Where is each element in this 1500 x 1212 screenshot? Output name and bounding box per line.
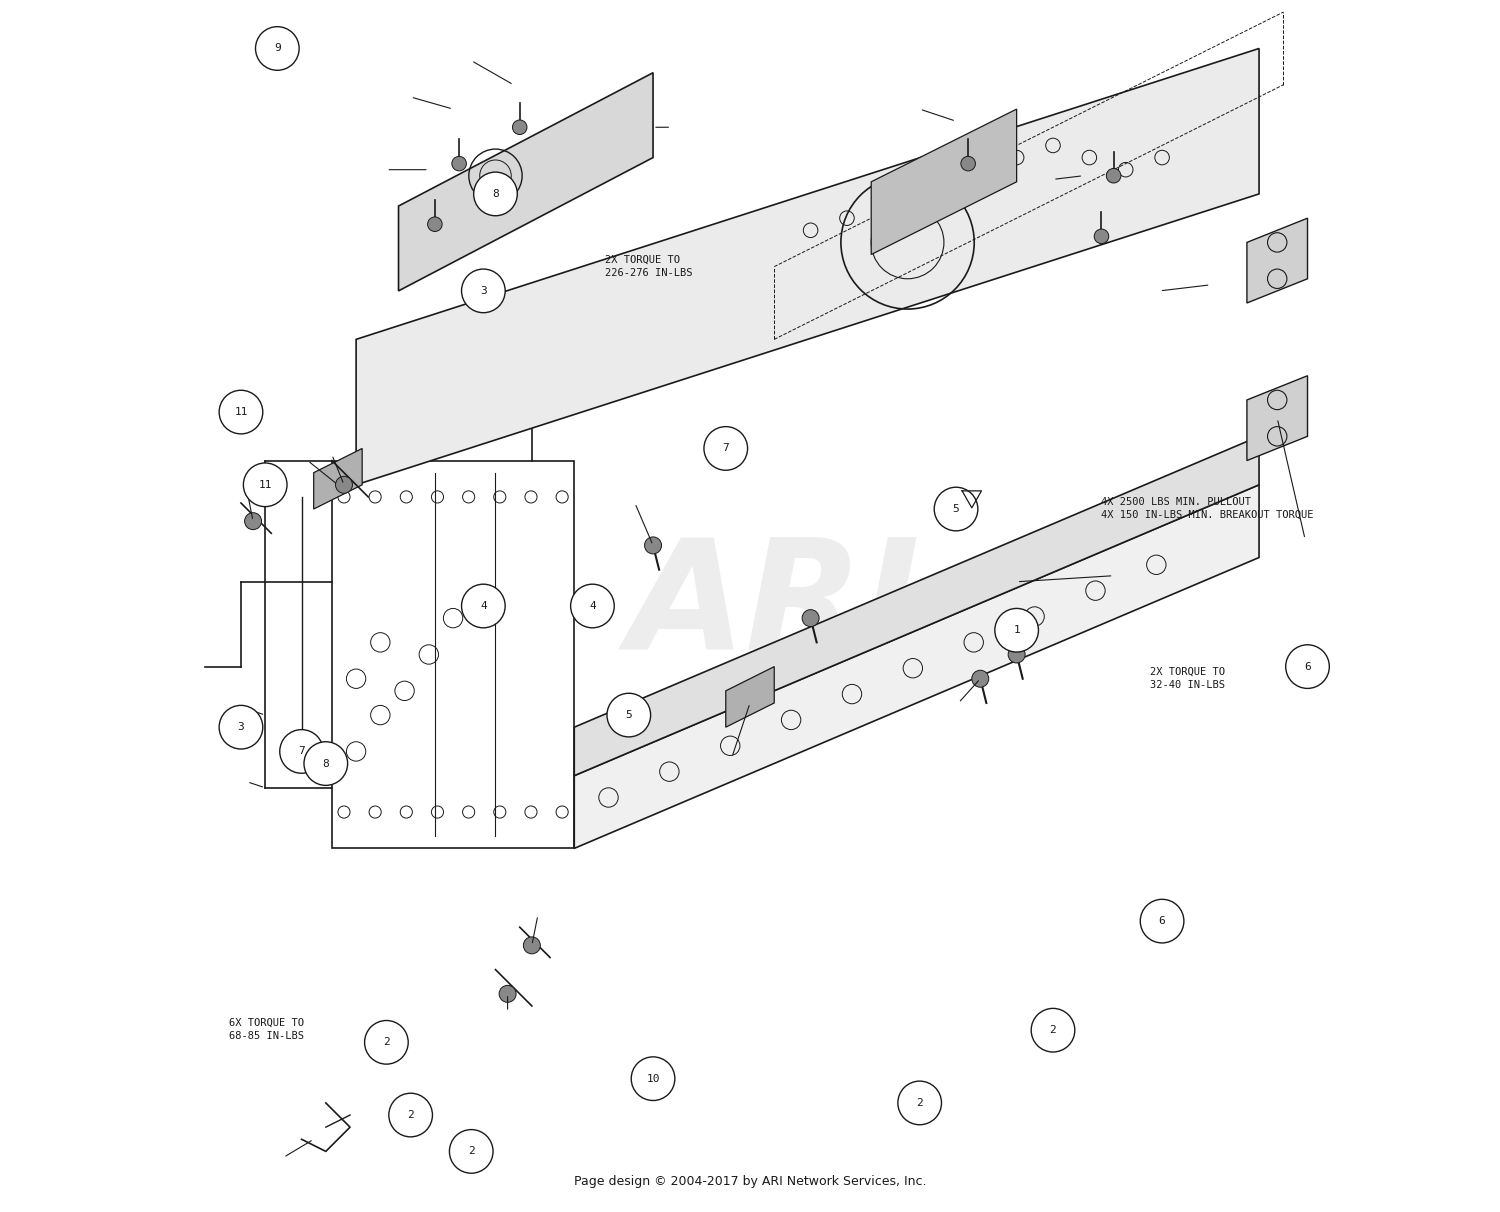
Circle shape	[898, 1081, 942, 1125]
Circle shape	[994, 608, 1038, 652]
Circle shape	[962, 156, 975, 171]
Text: 9: 9	[274, 44, 280, 53]
Text: 5: 5	[626, 710, 632, 720]
Circle shape	[219, 705, 262, 749]
Polygon shape	[1246, 376, 1308, 461]
Circle shape	[1107, 168, 1120, 183]
Text: 8: 8	[322, 759, 328, 768]
Circle shape	[243, 463, 286, 507]
Text: 7: 7	[298, 747, 304, 756]
Circle shape	[704, 427, 747, 470]
Text: 3: 3	[480, 286, 486, 296]
Circle shape	[1030, 1008, 1075, 1052]
Polygon shape	[871, 109, 1017, 255]
Circle shape	[1286, 645, 1329, 688]
Text: 2: 2	[1050, 1025, 1056, 1035]
Text: 1: 1	[1014, 625, 1020, 635]
Circle shape	[364, 1021, 408, 1064]
Circle shape	[255, 27, 298, 70]
Text: 10: 10	[646, 1074, 660, 1084]
Circle shape	[388, 1093, 432, 1137]
Circle shape	[304, 742, 348, 785]
Text: 2: 2	[916, 1098, 922, 1108]
Polygon shape	[574, 485, 1258, 848]
Circle shape	[934, 487, 978, 531]
Text: 2: 2	[382, 1037, 390, 1047]
Circle shape	[513, 120, 526, 135]
Circle shape	[802, 610, 819, 627]
Text: 4: 4	[590, 601, 596, 611]
Polygon shape	[399, 73, 652, 291]
Text: ARI: ARI	[628, 532, 921, 680]
Text: 2X TORQUE TO
226-276 IN-LBS: 2X TORQUE TO 226-276 IN-LBS	[604, 255, 692, 278]
Polygon shape	[1246, 218, 1308, 303]
Text: 11: 11	[258, 480, 272, 490]
Circle shape	[474, 172, 518, 216]
Circle shape	[462, 584, 506, 628]
Circle shape	[645, 537, 662, 554]
Text: 11: 11	[234, 407, 248, 417]
Text: 2: 2	[468, 1147, 474, 1156]
Circle shape	[570, 584, 615, 628]
Circle shape	[632, 1057, 675, 1100]
Circle shape	[972, 670, 988, 687]
Circle shape	[524, 937, 540, 954]
Text: 2: 2	[408, 1110, 414, 1120]
Polygon shape	[314, 448, 362, 509]
Circle shape	[279, 730, 324, 773]
Circle shape	[608, 693, 651, 737]
Circle shape	[462, 269, 506, 313]
Circle shape	[336, 476, 352, 493]
Circle shape	[1094, 229, 1108, 244]
Text: 4X 2500 LBS MIN. PULLOUT
4X 150 IN-LBS MIN. BREAKOUT TORQUE: 4X 2500 LBS MIN. PULLOUT 4X 150 IN-LBS M…	[1101, 497, 1314, 520]
Text: 3: 3	[237, 722, 244, 732]
Text: 6X TORQUE TO
68-85 IN-LBS: 6X TORQUE TO 68-85 IN-LBS	[230, 1018, 304, 1041]
Text: 6: 6	[1304, 662, 1311, 671]
Text: Page design © 2004-2017 by ARI Network Services, Inc.: Page design © 2004-2017 by ARI Network S…	[573, 1174, 926, 1188]
Circle shape	[219, 390, 262, 434]
Text: 6: 6	[1158, 916, 1166, 926]
Polygon shape	[356, 48, 1258, 485]
Circle shape	[452, 156, 466, 171]
Circle shape	[244, 513, 261, 530]
Circle shape	[427, 217, 442, 231]
Circle shape	[1140, 899, 1184, 943]
Circle shape	[1008, 646, 1025, 663]
Text: 2X TORQUE TO
32-40 IN-LBS: 2X TORQUE TO 32-40 IN-LBS	[1150, 667, 1226, 690]
Text: 4: 4	[480, 601, 486, 611]
Circle shape	[450, 1130, 494, 1173]
Text: 7: 7	[723, 444, 729, 453]
Polygon shape	[574, 436, 1258, 776]
Circle shape	[500, 985, 516, 1002]
Polygon shape	[726, 667, 774, 727]
Text: 5: 5	[952, 504, 960, 514]
Text: 8: 8	[492, 189, 500, 199]
